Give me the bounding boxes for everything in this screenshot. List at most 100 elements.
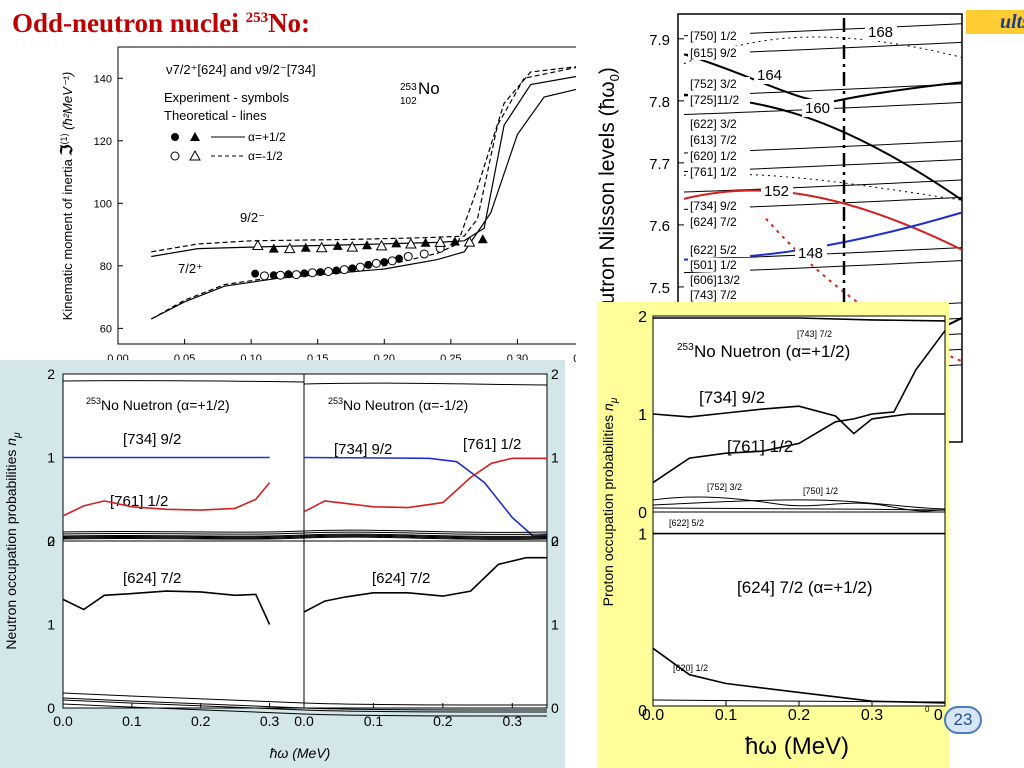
neutron-label-734-right: [734] 9/2 xyxy=(334,441,392,458)
proton-series xyxy=(652,317,946,704)
neutron-ticks: 0.0 0.00.1 0.10.2 0.20.3 0.32 21 10 02 21 10 0 xyxy=(47,366,559,729)
nilsson-level-label-10: [622] 5/2 xyxy=(690,243,737,257)
neutron-top-line-left xyxy=(62,380,305,383)
proton-frame xyxy=(652,315,946,707)
neutron-xtick-left-0.0: 0.0 xyxy=(53,713,73,729)
moi-exp-9-2-plus-point-0 xyxy=(268,243,279,253)
neutron-right-title: No Neutron (α=-1/2) xyxy=(343,397,468,413)
moi-exp-9-2-plus-point-3 xyxy=(361,240,372,250)
neutron-lower-zero-0-0 xyxy=(62,692,548,706)
proton-minor-750 xyxy=(652,499,946,510)
nilsson-label-bg-10 xyxy=(688,243,750,257)
neutron-left-mass: 253 xyxy=(86,396,101,406)
moi-exp-9-2-minus-point-4 xyxy=(375,239,388,251)
neutron-ytick-lower-0: 0 xyxy=(47,700,55,716)
neutron-xtick-right-0.2: 0.2 xyxy=(433,713,453,729)
proton-occupation-chart: 0.00.10.20.30.421010 Proton occupation p… xyxy=(597,302,949,768)
neutron-ytick-upper-1: 1 xyxy=(47,450,55,466)
moi-series xyxy=(151,65,585,320)
nilsson-red-curve xyxy=(683,189,963,251)
proton-xtick-0.3: 0.3 xyxy=(861,707,883,724)
nilsson-level-label-0: [750] 1/2 xyxy=(690,29,737,43)
moi-exp-9-2-plus-point-5 xyxy=(420,237,431,247)
nilsson-gap-bg-1 xyxy=(754,66,786,84)
neutron-ytick-lower-right-1: 1 xyxy=(551,617,559,633)
neutron-xtick-left-0.2: 0.2 xyxy=(191,713,211,729)
moi-exp-9-2-plus-point-1 xyxy=(300,242,311,252)
neutron-series xyxy=(62,380,548,717)
proton-ytick-lower-0: 0 xyxy=(638,703,647,720)
neutron-near-zero-0-2 xyxy=(62,533,548,537)
moi-ytick-label-100: 100 xyxy=(94,198,112,210)
nilsson-level-bold-1 xyxy=(683,53,963,103)
nilsson-gap-label-160: 160 xyxy=(805,100,830,117)
moi-exp-7-2-minus-point-3 xyxy=(307,268,317,278)
proton-label-624: [624] 7/2 (α=+1/2) xyxy=(737,578,873,597)
neutron-ytick-lower-right-2: 2 xyxy=(551,533,559,549)
nilsson-gap-bg-4 xyxy=(795,244,827,262)
moi-exp-9-2-plus-point-2 xyxy=(332,240,343,250)
nilsson-ytick-label-7.8: 7.8 xyxy=(649,94,670,111)
moi-exp-7-2-plus-point-9 xyxy=(394,254,403,263)
proton-label-743: [743] 7/2 xyxy=(797,329,832,339)
legend-open-circle xyxy=(170,151,180,161)
neutron-ytick-upper-0: 0 xyxy=(47,533,55,549)
moi-exp-7-2-plus-point-4 xyxy=(316,268,325,277)
neutron-ytick-lower-2: 2 xyxy=(47,533,55,549)
nilsson-label-bg-12 xyxy=(688,273,750,287)
moi-legend-line1: ν7/2⁺[624] and ν9/2⁻[734] xyxy=(166,62,316,77)
neutron-xtick-left-0.3: 0.3 xyxy=(260,713,280,729)
page-number: 23 xyxy=(944,706,982,734)
legend-alpha-plus: α=+1/2 xyxy=(248,130,286,144)
proton-ytick-lower-1: 1 xyxy=(638,527,647,544)
nilsson-level-label-5: [613] 7/2 xyxy=(690,133,737,147)
neutron-top-line-right xyxy=(303,382,548,386)
neutron-label-734-left: [734] 9/2 xyxy=(123,431,181,448)
nucleus-charge: 102 xyxy=(400,96,417,107)
moi-exp-7-2-minus-point-4 xyxy=(323,266,333,276)
neutron-ytick-upper-right-2: 2 xyxy=(551,366,559,382)
proton-label-761: [761] 1/2 xyxy=(727,437,793,456)
neutron-ytick-lower-1: 1 xyxy=(47,617,55,633)
nilsson-gap-label-148: 148 xyxy=(798,245,823,262)
moi-ytick-label-140: 140 xyxy=(94,73,112,85)
moi-exp-7-2-plus-point-8 xyxy=(380,258,389,267)
slide-title: Odd-neutron nuclei 253No: xyxy=(12,8,311,38)
proton-ytick-upper-0: 0 xyxy=(638,505,647,522)
moi-legend-line3: Theoretical - lines xyxy=(164,108,267,123)
moi-exp-7-2-minus-point-8 xyxy=(387,256,397,266)
proton-ylabel: Proton occupation probabilities nμ xyxy=(600,397,620,606)
nilsson-level-label-8: [734] 9/2 xyxy=(690,199,737,213)
proton-minor-752 xyxy=(652,496,946,512)
moi-exp-9-2-minus-point-3 xyxy=(346,241,359,252)
legend-filled-circle xyxy=(171,133,179,141)
proton-ytick-upper-1: 1 xyxy=(638,407,647,424)
nilsson-label-bg-2 xyxy=(688,77,750,91)
band-label-9-2: 9/2⁻ xyxy=(240,210,265,225)
moment-of-inertia-chart: 0.000.050.100.150.200.250.300.3560801001… xyxy=(59,46,595,365)
moi-frame xyxy=(117,46,585,345)
nilsson-gap-label-168: 168 xyxy=(868,24,893,41)
moi-ytick-label-120: 120 xyxy=(94,136,112,148)
proton-ytick-upper-2: 2 xyxy=(638,309,647,326)
nilsson-ytick-label-7.9: 7.9 xyxy=(649,32,670,49)
moi-exp-7-2-plus-point-3 xyxy=(300,269,309,278)
moi-exp-7-2-minus-point-7 xyxy=(371,258,381,268)
nucleus-mass: 253 xyxy=(400,82,417,93)
moi-exp-7-2-minus-point-1 xyxy=(275,270,285,280)
proton-upper-title: No Nuetron (α=+1/2) xyxy=(694,342,850,361)
nilsson-level-label-3: [725]11/2 xyxy=(690,93,739,107)
nilsson-gap-bg-2 xyxy=(802,99,834,117)
moi-exp-7-2-minus-point-6 xyxy=(355,262,365,272)
neutron-ytick-upper-2: 2 xyxy=(47,366,55,382)
moi-exp-7-2-plus-point-1 xyxy=(269,271,278,280)
moi-exp-9-2-plus-point-4 xyxy=(391,238,402,248)
moi-ytick-label-80: 80 xyxy=(100,261,112,273)
neutron-series-3 xyxy=(303,457,547,513)
nilsson-level-line-6 xyxy=(683,179,963,193)
neutron-lower-zero-1-1 xyxy=(62,703,548,717)
moi-exp-7-2-plus-point-7 xyxy=(364,260,373,269)
legend-alpha-minus: α=-1/2 xyxy=(248,149,283,163)
proton-label-750: [750] 1/2 xyxy=(803,486,838,496)
nilsson-level-label-4: [622] 3/2 xyxy=(690,117,737,131)
